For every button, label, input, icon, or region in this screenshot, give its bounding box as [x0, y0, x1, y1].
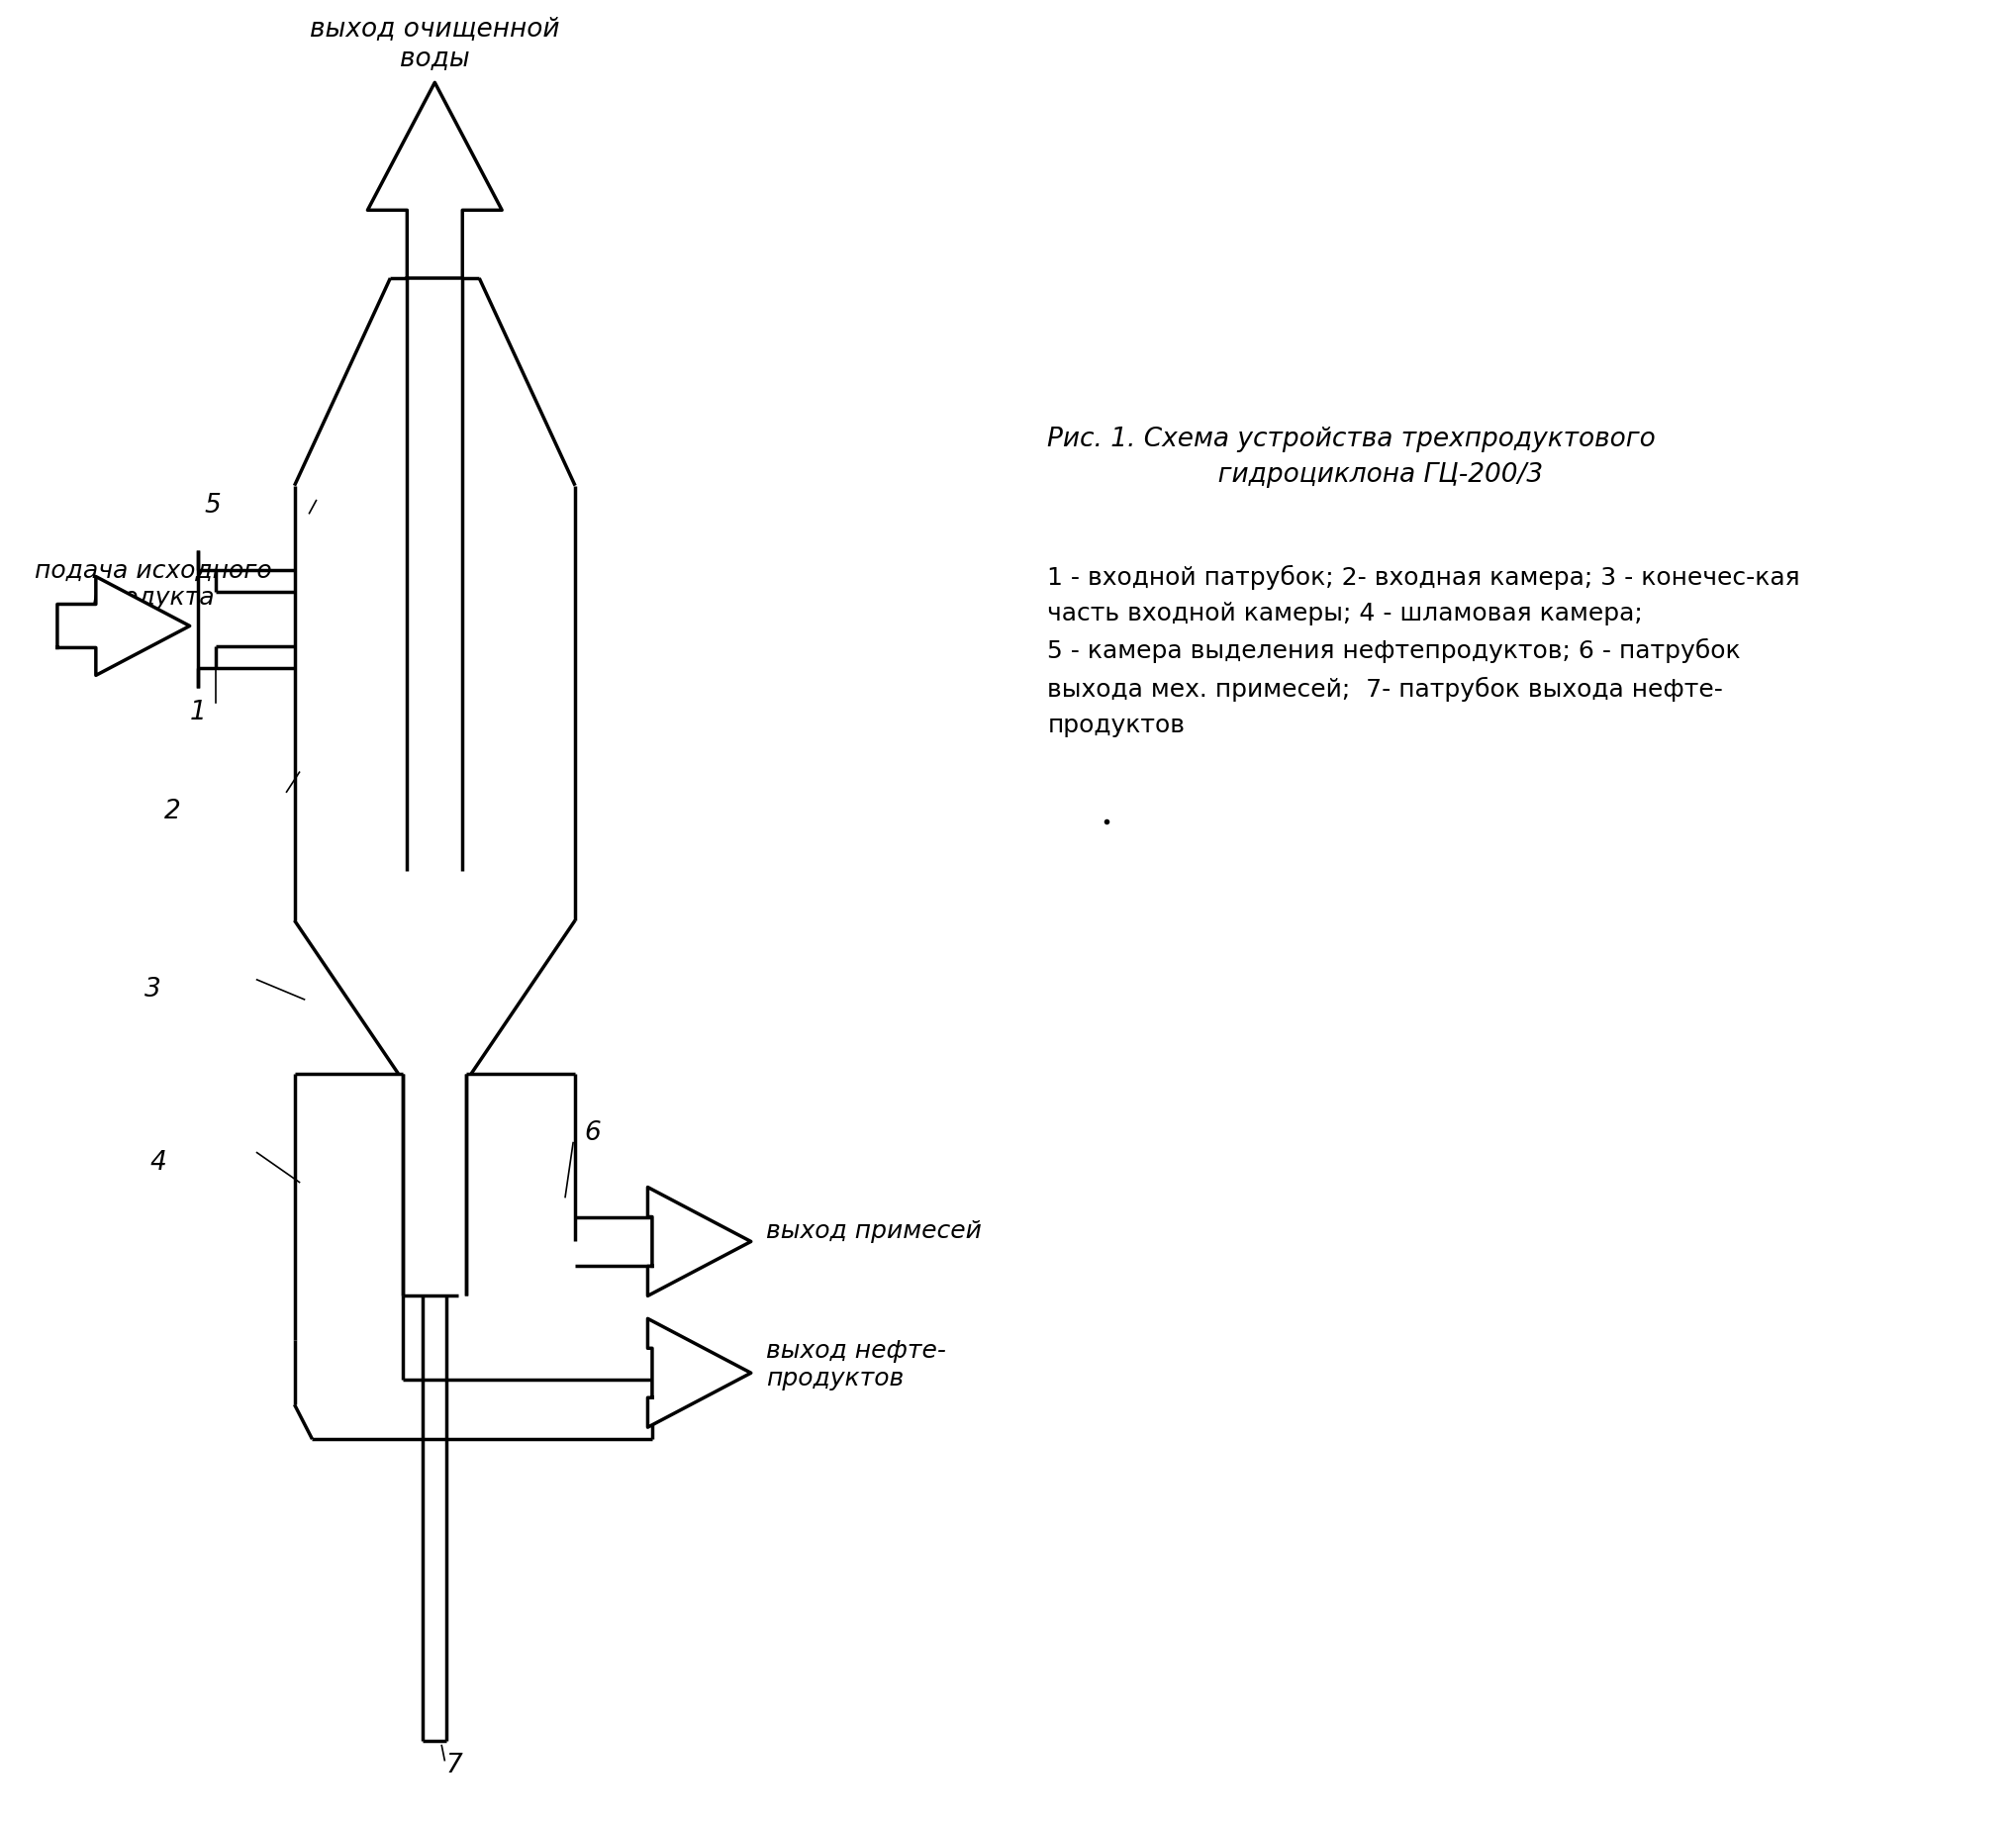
- Text: 7: 7: [446, 1753, 464, 1778]
- Text: 6: 6: [585, 1121, 601, 1146]
- Text: Рис. 1. Схема устройства трехпродуктового
       гидроциклона ГЦ-200/3: Рис. 1. Схема устройства трехпродуктовог…: [1048, 426, 1655, 488]
- Text: выход примесей: выход примесей: [766, 1219, 982, 1244]
- Polygon shape: [647, 1319, 752, 1427]
- Text: 4: 4: [149, 1150, 167, 1175]
- Text: 2: 2: [165, 798, 181, 825]
- Text: 5: 5: [204, 492, 220, 517]
- Text: подача исходного
продукта: подача исходного продукта: [34, 559, 272, 610]
- Text: выход очищенной
воды: выход очищенной воды: [310, 16, 560, 71]
- Text: 1 - входной патрубок; 2- входная камера; 3 - конечес-кая
часть входной камеры; 4: 1 - входной патрубок; 2- входная камера;…: [1048, 565, 1800, 738]
- Polygon shape: [367, 82, 502, 279]
- Text: выход нефте-
продуктов: выход нефте- продуктов: [766, 1339, 946, 1390]
- Polygon shape: [56, 576, 190, 676]
- Text: 1: 1: [190, 700, 206, 725]
- Polygon shape: [647, 1188, 752, 1295]
- Text: 3: 3: [145, 977, 161, 1002]
